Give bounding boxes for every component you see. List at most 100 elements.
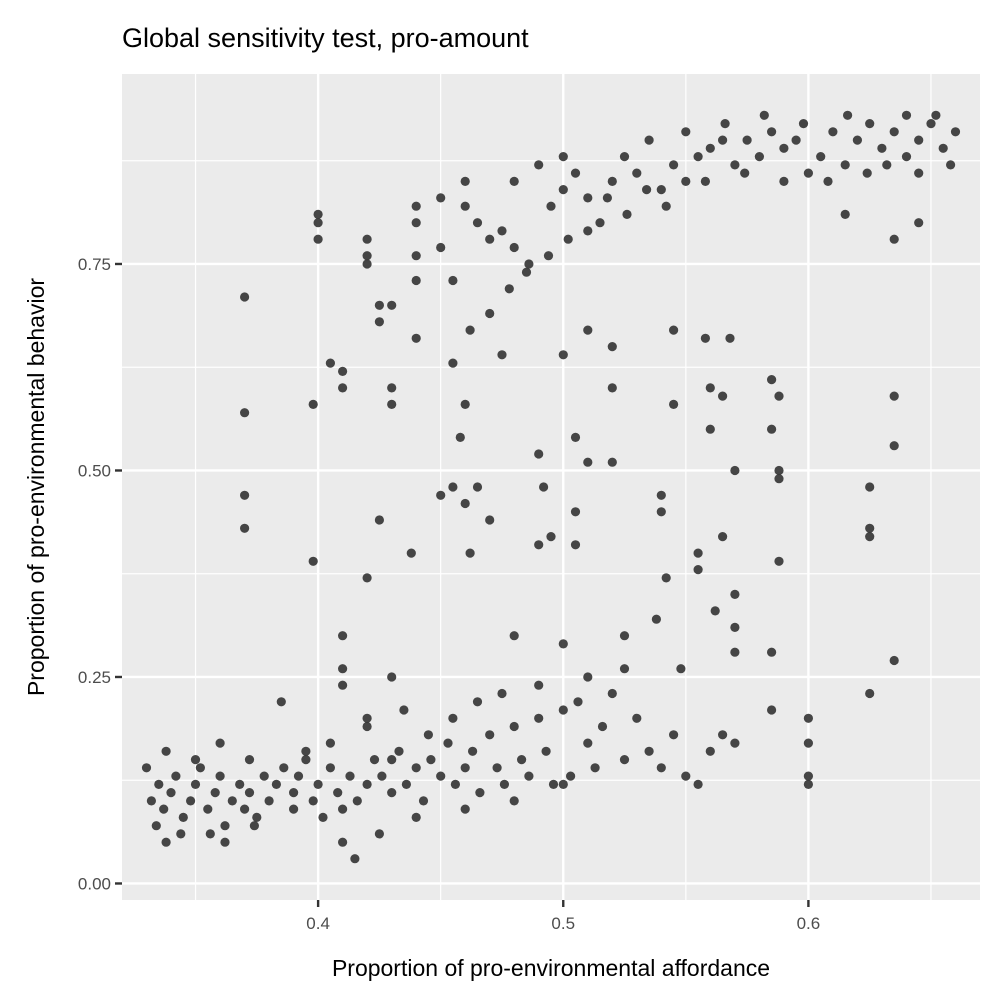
scatter-point xyxy=(159,804,169,814)
scatter-point xyxy=(534,160,544,170)
scatter-point xyxy=(843,110,853,120)
scatter-point xyxy=(485,730,495,740)
scatter-point xyxy=(774,391,784,401)
scatter-point xyxy=(215,771,225,781)
scatter-point xyxy=(325,763,335,773)
scatter-point xyxy=(607,342,617,352)
scatter-points xyxy=(141,110,961,864)
scatter-point xyxy=(570,540,581,550)
scatter-point xyxy=(720,119,730,129)
scatter-point xyxy=(313,218,323,228)
scatter-point xyxy=(803,738,814,748)
scatter-point xyxy=(548,779,559,790)
scatter-point xyxy=(583,193,593,203)
scatter-point xyxy=(710,606,720,616)
scatter-point xyxy=(345,771,355,781)
scatter-point xyxy=(460,498,470,509)
scatter-point xyxy=(889,391,899,401)
scatter-point xyxy=(215,738,225,748)
scatter-point xyxy=(472,218,483,228)
scatter-point xyxy=(362,251,372,261)
scatter-point xyxy=(730,465,740,476)
scatter-point xyxy=(730,647,740,657)
scatter-point xyxy=(411,333,421,343)
scatter-point xyxy=(546,532,556,542)
scatter-point xyxy=(443,738,453,748)
scatter-point xyxy=(338,631,348,641)
scatter-point xyxy=(318,812,328,823)
scatter-point xyxy=(455,432,465,442)
scatter-point xyxy=(938,143,948,153)
scatter-point xyxy=(852,135,863,145)
scatter-point xyxy=(264,796,274,806)
scatter-point xyxy=(448,358,458,368)
scatter-point xyxy=(865,532,875,542)
scatter-point xyxy=(803,713,814,723)
scatter-point xyxy=(171,771,181,781)
scatter-point xyxy=(656,490,666,500)
scatter-point xyxy=(186,796,196,806)
scatter-point xyxy=(301,746,311,756)
scatter-point xyxy=(558,705,568,715)
scatter-point xyxy=(700,176,711,186)
scatter-point xyxy=(693,779,703,790)
x-tick-label: 0.5 xyxy=(551,914,575,933)
scatter-point xyxy=(730,622,740,633)
y-tick-label: 0.25 xyxy=(78,668,111,687)
scatter-point xyxy=(289,788,299,798)
scatter-point xyxy=(681,127,691,137)
scatter-point xyxy=(803,168,814,178)
scatter-point xyxy=(369,755,380,765)
scatter-point xyxy=(205,829,215,839)
scatter-point xyxy=(865,119,875,129)
scatter-point xyxy=(558,152,568,162)
scatter-point xyxy=(882,160,892,170)
scatter-point xyxy=(950,127,961,137)
scatter-point xyxy=(338,664,348,674)
scatter-point xyxy=(534,540,544,550)
scatter-point xyxy=(718,391,728,401)
scatter-point xyxy=(411,251,421,261)
scatter-point xyxy=(823,176,833,186)
scatter-point xyxy=(509,242,519,253)
scatter-point xyxy=(387,672,397,682)
scatter-point xyxy=(590,763,600,773)
scatter-point xyxy=(362,259,372,269)
scatter-point xyxy=(901,110,912,120)
scatter-point xyxy=(583,226,593,236)
scatter-point xyxy=(524,771,534,781)
scatter-point xyxy=(632,713,642,723)
scatter-point xyxy=(816,152,826,162)
x-tick-label: 0.4 xyxy=(306,914,330,933)
scatter-point xyxy=(362,721,372,732)
scatter-point xyxy=(448,713,458,723)
scatter-point xyxy=(418,796,429,806)
scatter-point xyxy=(889,655,899,666)
scatter-point xyxy=(190,755,201,765)
scatter-point xyxy=(774,556,784,566)
scatter-point xyxy=(558,779,568,790)
scatter-point xyxy=(279,763,289,773)
scatter-point xyxy=(583,672,593,682)
scatter-point xyxy=(767,127,777,137)
scatter-point xyxy=(543,251,554,261)
y-axis: 0.00 0.25 0.50 0.75 xyxy=(78,255,122,893)
scatter-point xyxy=(362,234,372,244)
scatter-point xyxy=(240,292,250,302)
scatter-point xyxy=(154,779,164,790)
scatter-point xyxy=(517,755,527,765)
scatter-point xyxy=(411,763,421,773)
scatter-point xyxy=(718,532,728,542)
scatter-point xyxy=(774,474,784,484)
scatter-point xyxy=(350,854,360,864)
scatter-point xyxy=(718,135,728,145)
scatter-point xyxy=(862,168,872,178)
scatter-point xyxy=(293,771,304,781)
scatter-point xyxy=(387,300,397,310)
scatter-point xyxy=(387,788,397,798)
scatter-point xyxy=(460,804,470,814)
scatter-point xyxy=(176,829,186,839)
scatter-point xyxy=(203,804,213,814)
scatter-point xyxy=(803,779,814,790)
scatter-point xyxy=(914,168,924,178)
